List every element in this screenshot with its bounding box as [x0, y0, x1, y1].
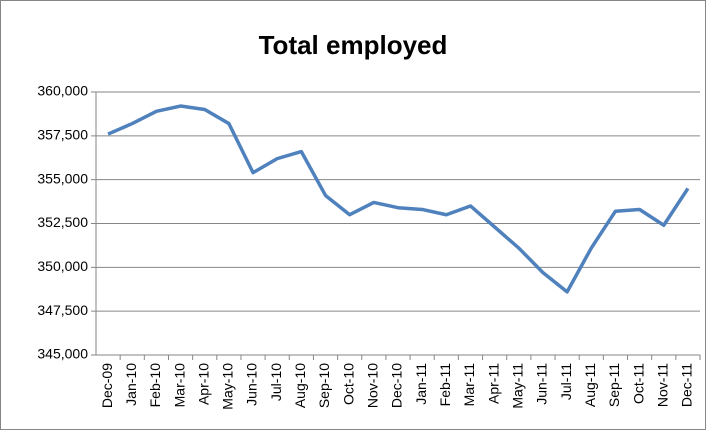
y-tick-label: 360,000 — [37, 83, 88, 99]
x-tick-label: Dec-10 — [389, 363, 405, 408]
x-tick-label: Mar-11 — [461, 363, 477, 407]
chart-title: Total employed — [259, 30, 448, 60]
x-tick-label: Nov-11 — [654, 363, 670, 407]
x-tick-label: Dec-09 — [99, 363, 115, 408]
x-tick-label: Apr-11 — [485, 363, 501, 404]
y-tick-label: 355,000 — [37, 170, 88, 186]
y-tick-label: 352,500 — [37, 214, 88, 230]
x-tick-label: Jan-10 — [123, 363, 139, 406]
x-tick-label: Aug-11 — [582, 363, 598, 407]
x-tick-label: Jul-11 — [558, 363, 574, 400]
x-tick-label: Jul-10 — [268, 363, 284, 401]
x-tick-label: Dec-11 — [679, 363, 695, 407]
y-tick-label: 345,000 — [37, 346, 88, 362]
x-tick-label: Feb-10 — [147, 363, 163, 408]
x-tick-label: Sep-10 — [316, 363, 332, 408]
x-tick-label: Aug-10 — [292, 363, 308, 408]
x-tick-label: Apr-10 — [195, 363, 211, 405]
series-line — [107, 104, 690, 294]
x-tick-label: Feb-11 — [437, 363, 453, 407]
x-tick-label: Jun-11 — [534, 363, 550, 405]
y-tick-label: 350,000 — [37, 258, 88, 274]
x-tick-label: May-11 — [510, 363, 526, 409]
y-tick-label: 347,500 — [37, 302, 88, 318]
x-tick-label: Nov-10 — [365, 363, 381, 408]
x-tick-label: Mar-10 — [171, 363, 187, 408]
x-tick-label: Oct-11 — [630, 363, 646, 404]
y-tick-label: 357,500 — [37, 127, 88, 143]
x-tick-label: Sep-11 — [606, 363, 622, 407]
x-tick-label: May-10 — [220, 363, 236, 410]
x-tick-label: Jun-10 — [244, 363, 260, 406]
x-tick-label: Jan-11 — [413, 363, 429, 405]
x-tick-label: Oct-10 — [340, 363, 356, 405]
